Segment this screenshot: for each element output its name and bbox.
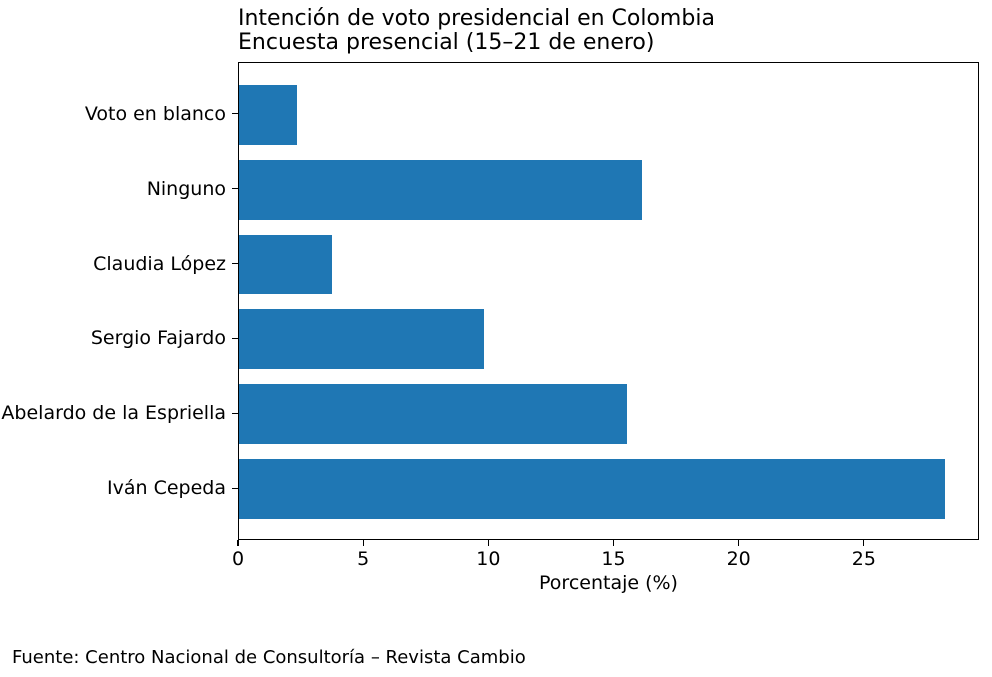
- x-tick-mark: [237, 540, 239, 546]
- y-tick-label-claudia-lopez: Claudia López: [93, 252, 226, 275]
- bar-ivan-cepeda: [239, 459, 945, 520]
- y-tick-mark: [232, 337, 238, 339]
- x-tick-mark: [738, 540, 740, 546]
- x-tick-mark: [863, 540, 865, 546]
- x-tick-label-0: 0: [231, 548, 245, 570]
- y-tick-label-abelardo-de-la-espriella: Abelardo de la Espriella: [1, 402, 226, 425]
- x-axis-label: Porcentaje (%): [539, 572, 678, 594]
- x-tick-label-15: 15: [601, 548, 626, 570]
- x-tick-label-20: 20: [726, 548, 751, 570]
- x-tick-label-5: 5: [357, 548, 370, 570]
- x-tick-label-10: 10: [476, 548, 501, 570]
- bar-sergio-fajardo: [239, 309, 485, 370]
- y-tick-mark: [232, 188, 238, 190]
- y-tick-mark: [232, 412, 238, 414]
- chart-title: Intención de voto presidencial en Colomb…: [238, 7, 715, 55]
- chart-title-line2: Encuesta presencial (15–21 de enero): [238, 30, 655, 55]
- bar-claudia-lopez: [239, 234, 332, 295]
- x-tick-label-25: 25: [851, 548, 876, 570]
- y-tick-label-sergio-fajardo: Sergio Fajardo: [90, 327, 226, 350]
- y-tick-label-voto-en-blanco: Voto en blanco: [84, 102, 226, 125]
- bar-voto-en-blanco: [239, 84, 297, 145]
- y-tick-mark: [232, 113, 238, 115]
- y-tick-label-ninguno: Ninguno: [146, 177, 226, 200]
- source-note: Fuente: Centro Nacional de Consultoría –…: [12, 647, 526, 668]
- bar-ninguno: [239, 159, 643, 220]
- x-tick-mark: [487, 540, 489, 546]
- y-tick-mark: [232, 262, 238, 265]
- plot-area: [238, 62, 979, 540]
- y-tick-label-ivan-cepeda: Iván Cepeda: [107, 477, 226, 500]
- x-tick-mark: [612, 540, 615, 546]
- x-tick-mark: [362, 540, 364, 546]
- chart-title-line1: Intención de voto presidencial en Colomb…: [238, 6, 715, 31]
- y-tick-mark: [232, 487, 238, 489]
- bar-abelardo-de-la-espriella: [239, 384, 628, 445]
